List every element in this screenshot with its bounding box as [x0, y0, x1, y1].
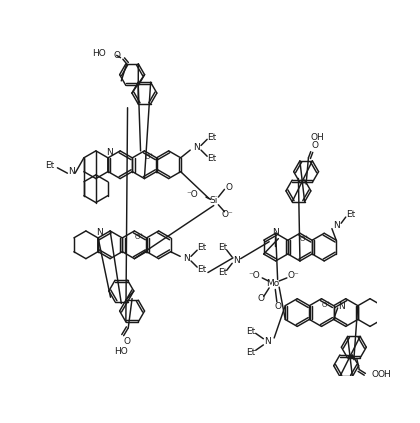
Text: N: N: [265, 337, 271, 346]
Text: O⁺: O⁺: [300, 236, 309, 242]
Text: O⁺: O⁺: [322, 302, 331, 308]
Text: Et: Et: [197, 265, 206, 274]
Text: O: O: [274, 302, 281, 311]
Text: OH: OH: [377, 371, 391, 379]
Text: Et: Et: [247, 327, 256, 335]
Text: N: N: [96, 228, 103, 237]
Text: Et: Et: [45, 161, 54, 170]
Text: N: N: [272, 228, 279, 237]
Text: Et: Et: [218, 268, 228, 277]
Text: O⁺: O⁺: [134, 234, 144, 240]
Text: Et: Et: [218, 243, 228, 253]
Text: Mo: Mo: [266, 279, 280, 288]
Text: N: N: [333, 221, 340, 230]
Text: O: O: [371, 371, 378, 379]
Text: O: O: [123, 337, 130, 346]
Text: N: N: [338, 302, 345, 311]
Text: N: N: [193, 143, 200, 152]
Text: Et: Et: [346, 210, 355, 219]
Text: O: O: [312, 141, 319, 150]
Text: HO: HO: [114, 346, 127, 356]
Text: Et: Et: [207, 132, 216, 142]
Text: Et: Et: [247, 348, 256, 357]
Text: N: N: [183, 254, 190, 263]
Text: O: O: [257, 294, 264, 303]
Text: N: N: [106, 148, 113, 157]
Text: ⁻O: ⁻O: [249, 271, 260, 280]
Text: HO: HO: [92, 49, 106, 58]
Text: O: O: [226, 183, 233, 192]
Text: OH: OH: [310, 133, 324, 142]
Text: Et: Et: [197, 243, 206, 253]
Text: N: N: [234, 255, 240, 265]
Text: O⁻: O⁻: [287, 271, 299, 280]
Text: O: O: [113, 51, 120, 60]
Text: ⁻O: ⁻O: [186, 190, 198, 199]
Text: N: N: [68, 167, 75, 176]
Text: O⁻: O⁻: [222, 210, 234, 219]
Text: Et: Et: [207, 154, 216, 163]
Text: O⁺: O⁺: [144, 154, 154, 160]
Text: Si: Si: [210, 196, 218, 206]
